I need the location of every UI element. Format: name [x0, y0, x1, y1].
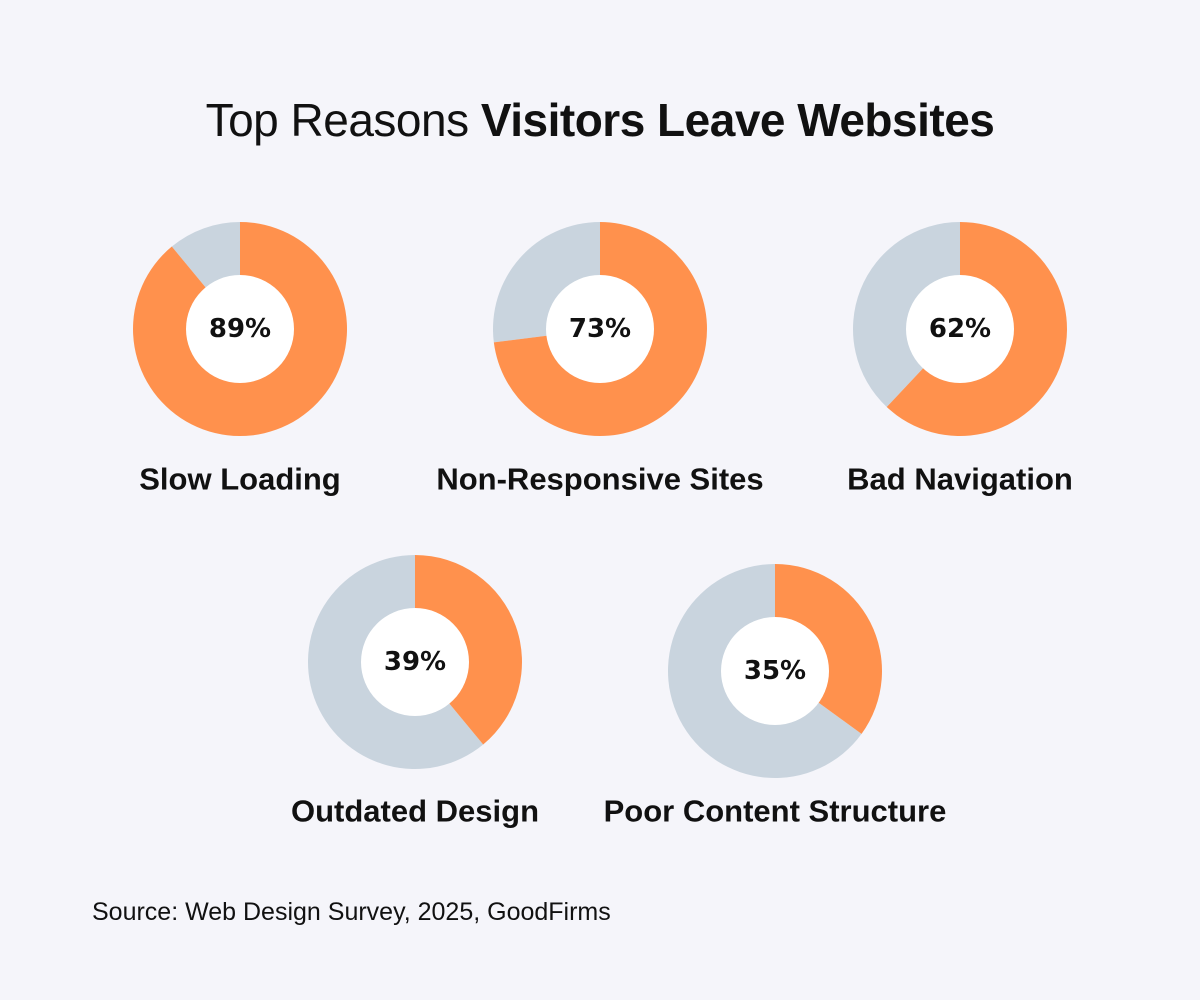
donut-chart-non-responsive-sites: 73% Non-Responsive Sites [436, 221, 764, 497]
donut-chart-slow-loading: 89% Slow Loading [133, 221, 348, 497]
donut-category-label: Non-Responsive Sites [436, 462, 763, 497]
donut-hole [186, 275, 294, 383]
donut-category-label: Poor Content Structure [604, 794, 947, 829]
donut-hole [906, 275, 1014, 383]
donut-chart-poor-content-structure: 35% Poor Content Structure [604, 564, 947, 829]
donut-category-label: Outdated Design [291, 794, 539, 829]
donut-category-label: Bad Navigation [847, 462, 1073, 497]
page-title: Top Reasons Visitors Leave Websites [0, 92, 1200, 148]
donut-hole [361, 608, 469, 716]
donut-percent-label: 35% [744, 656, 806, 686]
donut-hole [721, 617, 829, 725]
source-note: Source: Web Design Survey, 2025, GoodFir… [92, 898, 611, 926]
donut-value-slice [775, 564, 882, 734]
donut-percent-label: 62% [929, 314, 991, 344]
donut-hole [546, 275, 654, 383]
donut-percent-label: 39% [384, 647, 446, 677]
donut-percent-label: 73% [569, 314, 631, 344]
title-bold: Visitors Leave Websites [480, 94, 995, 146]
donut-category-label: Slow Loading [139, 462, 341, 497]
title-light: Top Reasons [205, 94, 481, 146]
donut-percent-label: 89% [209, 314, 271, 344]
donut-value-slice [415, 555, 522, 745]
donut-chart-bad-navigation: 62% Bad Navigation [847, 222, 1073, 497]
donut-remainder-slice [852, 222, 960, 407]
donut-chart-outdated-design: 39% Outdated Design [291, 555, 539, 829]
